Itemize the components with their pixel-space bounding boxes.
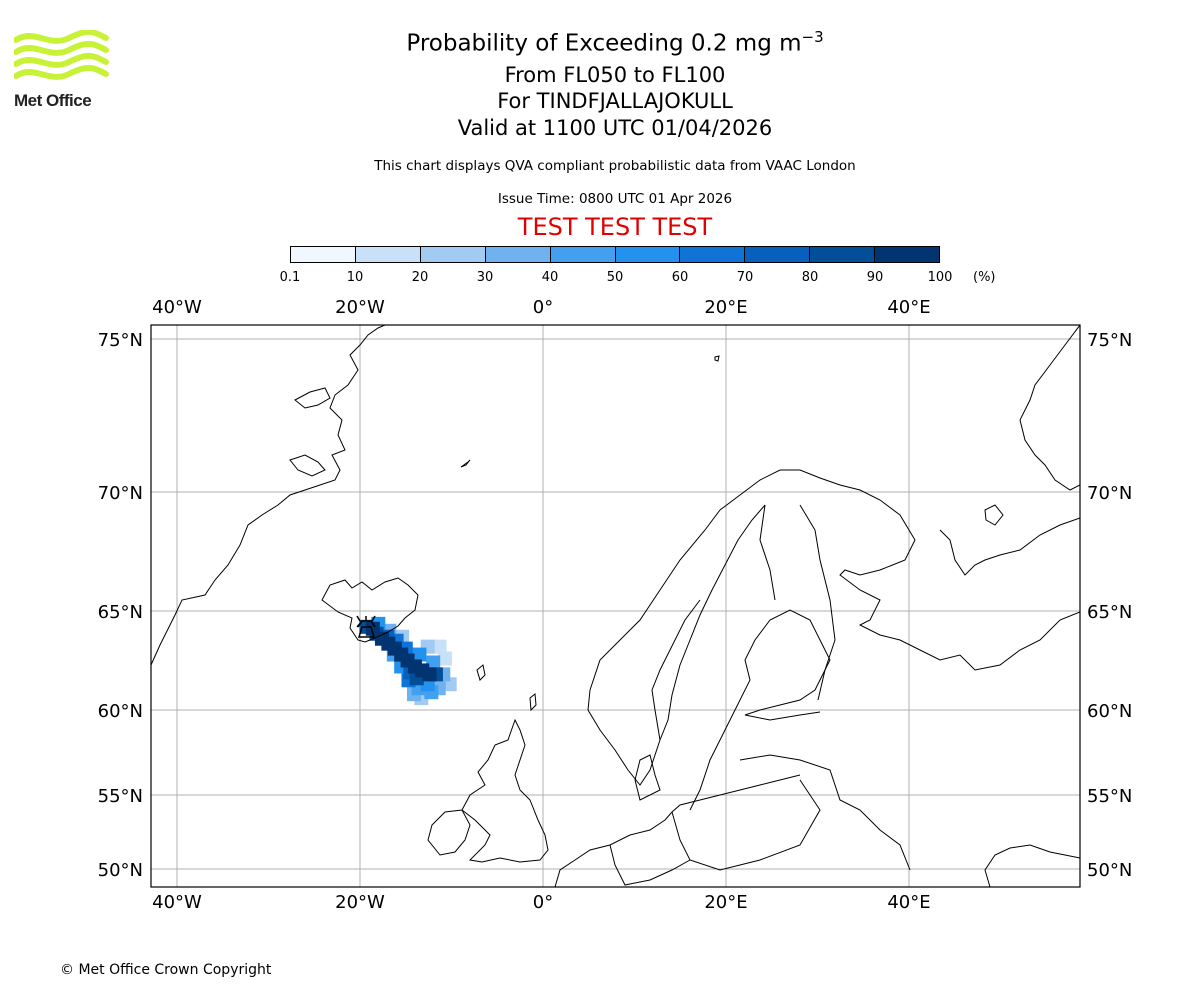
colorbar-tick-label: 10 — [346, 270, 364, 285]
europe-mainland-coast — [554, 774, 801, 887]
logo-text: Met Office — [14, 91, 92, 110]
met-office-logo: Met Office — [13, 29, 109, 114]
latitude-label-left: 75°N — [98, 330, 143, 351]
colorbar-segment — [420, 247, 486, 262]
caspian-region — [984, 844, 1080, 887]
plume-cell — [422, 667, 437, 682]
colorbar-segment — [550, 247, 616, 262]
colorbar-tick-label: 70 — [736, 270, 754, 285]
bear-island — [714, 355, 720, 362]
colorbar-segment — [680, 247, 746, 262]
iceland-coast — [321, 577, 419, 643]
valid-time: Valid at 1100 UTC 01/04/2026 — [457, 116, 773, 140]
latitude-label-right: 65°N — [1087, 602, 1132, 623]
greenland-fjord-2 — [294, 387, 331, 409]
latitude-label-left: 60°N — [98, 701, 143, 722]
colorbar-tick-label: 50 — [606, 270, 624, 285]
jan-mayen — [460, 459, 471, 468]
colorbar-tick-label: 40 — [541, 270, 559, 285]
latitude-label-right: 55°N — [1087, 786, 1132, 807]
copyright: © Met Office Crown Copyright — [60, 962, 272, 978]
denmark — [634, 754, 661, 801]
border-baltic-states — [739, 754, 911, 871]
latitude-label-right: 60°N — [1087, 701, 1132, 722]
map-frame — [150, 324, 1081, 888]
colorbar — [290, 246, 940, 263]
colorbar-tick-label: 0.1 — [279, 270, 301, 285]
volcano-name: For TINDFJALLAJOKULL — [497, 89, 733, 113]
border-norway-sweden — [659, 504, 766, 741]
border-sweden-finland — [759, 504, 776, 601]
volcano-icon — [356, 615, 376, 638]
faroe-islands — [476, 664, 486, 681]
kanin-peninsula — [984, 504, 1004, 526]
greenland-coast — [151, 325, 386, 666]
colorbar-tick-label: 100 — [927, 270, 953, 285]
finland-gulf — [744, 711, 821, 721]
latitude-label-left: 70°N — [98, 483, 143, 504]
colorbar-segment — [291, 247, 356, 262]
longitude-label-bottom: 40°E — [887, 892, 930, 913]
ash-plume — [359, 616, 457, 706]
volcano-marker — [356, 615, 376, 638]
graticule — [151, 325, 1080, 887]
greenland-fjord-1 — [289, 454, 326, 477]
chart-subtitle: This chart displays QVA compliant probab… — [374, 158, 856, 174]
longitude-label-bottom: 20°E — [704, 892, 747, 913]
longitude-label-top: 20°W — [335, 297, 385, 318]
scandinavia-coast — [589, 469, 1080, 691]
latitude-label-left: 55°N — [98, 786, 143, 807]
latitude-label-left: 65°N — [98, 602, 143, 623]
colorbar-unit: (%) — [973, 270, 996, 285]
ireland-coast — [427, 809, 471, 856]
latitude-label-right: 70°N — [1087, 483, 1132, 504]
longitude-label-bottom: 20°W — [335, 892, 385, 913]
baltic-coast — [689, 609, 831, 811]
colorbar-tick-label: 20 — [411, 270, 429, 285]
plume-cell — [426, 655, 441, 670]
plume-cell — [432, 639, 447, 654]
flight-level-range: From FL050 to FL100 — [504, 63, 726, 87]
border-germany — [609, 844, 691, 886]
longitude-label-bottom: 40°W — [152, 892, 202, 913]
longitude-label-top: 20°E — [704, 297, 747, 318]
colorbar-tick-label: 80 — [801, 270, 819, 285]
border-poland — [671, 779, 821, 871]
colorbar-segment — [485, 247, 551, 262]
axis-labels: 40°W 40°W 20°W 20°W 0° 0° 20°E 20°E 40°E 40°E 75°N… — [98, 297, 1133, 913]
longitude-label-top: 40°E — [887, 297, 930, 318]
colorbar-segment — [615, 247, 681, 262]
colorbar-tick-label: 60 — [671, 270, 689, 285]
chart-title: Probability of Exceeding 0.2 mg m−3 — [406, 28, 824, 57]
colorbar-segment — [875, 247, 940, 262]
great-britain-coast — [461, 718, 549, 863]
issue-time: Issue Time: 0800 UTC 01 Apr 2026 — [497, 191, 733, 207]
colorbar-tick-label: 90 — [866, 270, 884, 285]
met-office-waves-icon — [13, 29, 109, 80]
latitude-label-left: 50°N — [98, 860, 143, 881]
colorbar-segment — [355, 247, 421, 262]
longitude-label-top: 40°W — [152, 297, 202, 318]
latitude-label-right: 75°N — [1087, 330, 1132, 351]
border-finland-russia — [799, 504, 836, 701]
novaya-zemlya — [1019, 325, 1080, 491]
coastlines — [151, 325, 1080, 887]
plume-cell — [412, 647, 427, 662]
norway-sweden-west — [587, 599, 701, 786]
test-banner: TEST TEST TEST — [517, 213, 713, 241]
longitude-label-bottom: 0° — [533, 892, 553, 913]
plume-cell — [438, 651, 453, 666]
longitude-label-top: 0° — [533, 297, 553, 318]
colorbar-segment — [745, 247, 811, 262]
white-sea — [939, 517, 1080, 576]
shetland — [529, 693, 537, 712]
colorbar-tick-label: 30 — [476, 270, 494, 285]
colorbar-segment — [810, 247, 876, 262]
latitude-label-right: 50°N — [1087, 860, 1132, 881]
